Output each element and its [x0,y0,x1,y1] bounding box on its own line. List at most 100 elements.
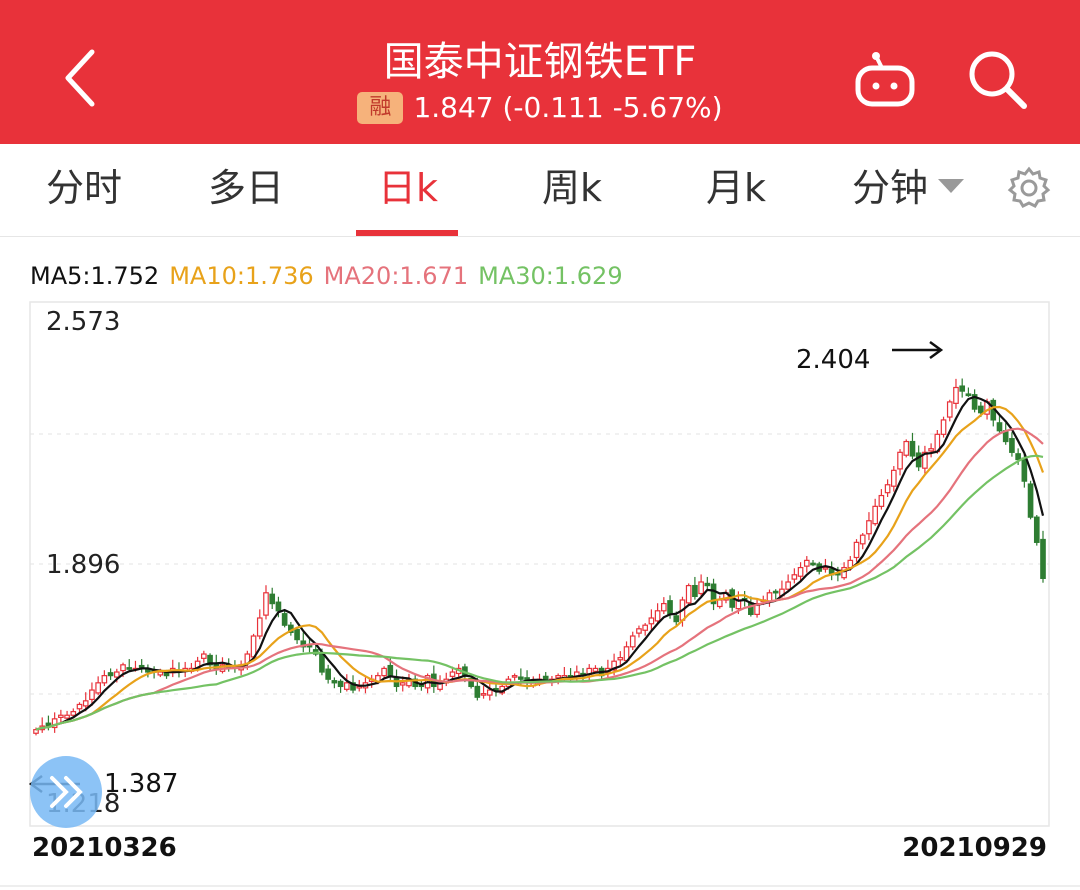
candle [859,533,866,550]
candle [51,712,58,733]
candle [866,512,872,541]
margin-badge: 融 [357,92,404,124]
ma30-line [35,454,1044,731]
candle [766,589,773,607]
high-annotation: 2.404 [796,345,870,375]
candle [101,670,108,687]
active-tab-indicator [356,230,458,236]
candle [803,556,810,573]
candle [368,674,375,688]
candle [723,589,729,604]
robot-button[interactable] [852,46,918,110]
candle [996,414,1003,433]
candle [300,632,307,653]
candle [685,583,692,606]
candle [64,710,70,721]
ma20-label: MA20:1.671 [323,262,469,290]
candle [853,539,860,562]
candle [990,398,997,427]
candle [946,399,953,422]
candle [791,568,798,584]
candle [39,717,46,733]
candle [213,654,220,675]
candle [629,631,636,651]
candle [89,682,95,706]
caret-down-icon [938,179,965,193]
tab-monthly-k[interactable]: 月k [705,166,766,210]
candle [716,595,723,609]
candle [325,664,331,684]
candle [884,479,891,497]
candle [878,489,885,510]
candle [648,609,655,631]
candle [169,659,176,678]
candle [138,659,145,673]
candle [294,627,300,644]
candle [107,668,114,680]
tab-weekly-k[interactable]: 周k [541,166,602,210]
candle [1040,530,1046,583]
candle [642,623,648,636]
tab-multi-day[interactable]: 多日 [207,166,284,210]
candle [480,686,487,699]
x-axis-start-label: 20210326 [32,833,177,860]
robot-icon [855,52,915,107]
candle [418,680,425,691]
candle [971,389,978,413]
candle [797,562,804,582]
candle [785,574,791,593]
candle [741,590,748,607]
ma10-line [35,405,1045,731]
candle [940,416,947,438]
candle [76,702,83,714]
candle [959,378,966,398]
candle [692,576,698,600]
ma5-line [35,395,1045,731]
tab-daily-k[interactable]: 日k [377,166,438,210]
candle [903,439,910,458]
candle [201,650,207,663]
candle [953,378,959,409]
ma30-label: MA30:1.629 [478,262,623,290]
candle [897,449,903,476]
candle [965,387,972,397]
ma10-label: MA10:1.736 [169,262,314,290]
expand-button[interactable] [30,756,102,828]
period-tabs: 分时 多日 日k 周k 月k 分钟 [0,144,1080,237]
candle [909,432,916,460]
ma5-label: MA5:1.752 [30,262,160,290]
candle [58,709,64,724]
right-arrow-icon [892,340,944,360]
candle [331,677,338,689]
candle [922,445,928,474]
gear-icon [1007,166,1051,208]
candle [443,672,450,687]
tab-intraday[interactable]: 分时 [45,166,122,210]
candle [754,598,760,618]
candle [263,585,269,620]
app-header: 国泰中证钢铁ETF 融 1.847 (-0.111 -5.67%) [0,0,1080,144]
search-button[interactable] [964,46,1030,112]
y-axis-max-label: 2.573 [46,307,120,337]
settings-button[interactable] [1006,165,1052,211]
kline-chart[interactable]: 2.573 1.896 1.218 2.404 1.387 20210326 2… [0,296,1080,860]
page-title: 国泰中证钢铁ETF [383,39,697,85]
candle [636,625,642,638]
tab-minute[interactable]: 分钟 [852,144,982,236]
candle [710,578,717,611]
y-axis-mid-label: 1.896 [46,550,120,580]
candle [928,443,934,458]
candle [654,603,661,624]
back-button[interactable] [52,42,112,114]
double-chevron-right-icon [50,776,83,808]
candle [468,676,474,689]
search-icon [969,51,1027,109]
candle [772,589,779,600]
ma-legend: MA5:1.752 MA10:1.736 MA20:1.671 MA30:1.629 [30,262,633,290]
candle [281,609,288,628]
chevron-left-icon [65,49,95,107]
candles-layer [33,378,1046,736]
candle [617,651,624,667]
candle [188,663,195,674]
candle [126,659,133,671]
